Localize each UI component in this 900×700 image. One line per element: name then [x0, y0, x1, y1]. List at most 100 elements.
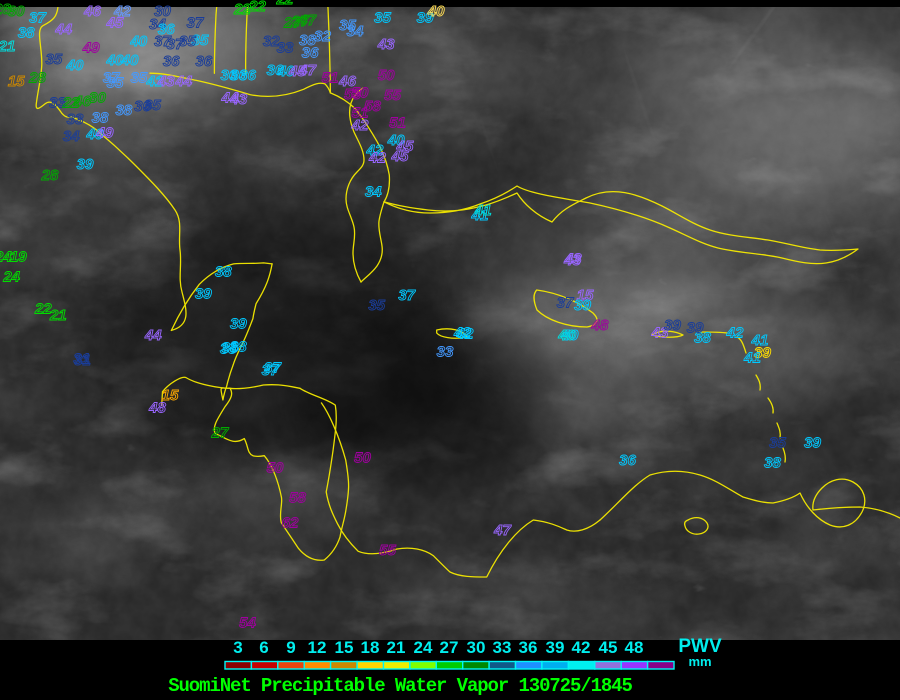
- svg-text:39: 39: [230, 315, 247, 332]
- svg-text:50: 50: [378, 67, 395, 84]
- svg-text:34: 34: [365, 184, 382, 201]
- svg-text:33: 33: [67, 111, 84, 128]
- svg-text:39: 39: [77, 156, 94, 173]
- svg-text:28: 28: [28, 70, 46, 87]
- svg-text:42: 42: [351, 117, 369, 134]
- svg-text:38: 38: [18, 25, 35, 42]
- svg-text:45: 45: [391, 148, 409, 165]
- svg-text:18: 18: [361, 638, 380, 657]
- svg-text:6: 6: [259, 638, 268, 657]
- svg-text:15: 15: [335, 638, 354, 657]
- svg-text:47: 47: [298, 12, 316, 29]
- svg-text:40: 40: [129, 33, 147, 50]
- svg-text:27: 27: [440, 638, 459, 657]
- svg-text:34: 34: [347, 23, 364, 40]
- svg-text:31: 31: [73, 350, 90, 367]
- svg-text:39: 39: [804, 435, 821, 452]
- svg-text:55: 55: [379, 542, 396, 559]
- svg-text:mm: mm: [688, 654, 711, 669]
- svg-text:54: 54: [239, 615, 256, 632]
- svg-text:30: 30: [8, 3, 25, 20]
- svg-text:48: 48: [625, 638, 644, 657]
- svg-text:36: 36: [195, 53, 212, 70]
- svg-text:40: 40: [66, 57, 84, 74]
- svg-text:40: 40: [427, 3, 445, 20]
- svg-text:35: 35: [107, 75, 124, 92]
- svg-text:43: 43: [377, 36, 395, 53]
- svg-text:35: 35: [368, 297, 385, 314]
- svg-text:30: 30: [89, 90, 106, 107]
- svg-text:36: 36: [239, 67, 256, 84]
- svg-text:39: 39: [574, 297, 591, 314]
- svg-text:38: 38: [215, 264, 232, 281]
- svg-text:35: 35: [769, 435, 786, 452]
- svg-text:33: 33: [277, 40, 294, 57]
- svg-text:51: 51: [389, 115, 406, 132]
- svg-text:27: 27: [211, 425, 229, 442]
- svg-text:37: 37: [262, 362, 279, 379]
- svg-text:43: 43: [157, 73, 175, 90]
- svg-text:47: 47: [298, 62, 316, 79]
- svg-text:40: 40: [557, 327, 575, 344]
- svg-text:58: 58: [289, 490, 306, 507]
- svg-text:36: 36: [163, 53, 180, 70]
- svg-text:44: 44: [54, 21, 72, 38]
- svg-text:36: 36: [619, 452, 636, 469]
- svg-text:39: 39: [664, 317, 681, 334]
- svg-text:24: 24: [2, 269, 20, 286]
- svg-text:28: 28: [41, 167, 59, 184]
- svg-text:35: 35: [144, 97, 161, 114]
- svg-text:22: 22: [276, 0, 294, 8]
- svg-text:40: 40: [121, 52, 139, 69]
- svg-text:44: 44: [144, 327, 162, 344]
- svg-text:19: 19: [10, 249, 27, 266]
- svg-text:38: 38: [764, 455, 781, 472]
- svg-text:35: 35: [374, 10, 391, 27]
- svg-text:48: 48: [591, 317, 609, 334]
- svg-text:55: 55: [384, 87, 401, 104]
- svg-text:50: 50: [354, 450, 371, 467]
- svg-text:22: 22: [248, 0, 266, 15]
- svg-text:21: 21: [49, 307, 67, 324]
- svg-text:33: 33: [437, 344, 454, 361]
- svg-text:35: 35: [130, 70, 147, 87]
- svg-text:21: 21: [0, 38, 15, 55]
- svg-text:43: 43: [229, 91, 247, 108]
- svg-text:9: 9: [286, 638, 295, 657]
- svg-text:51: 51: [322, 70, 339, 87]
- svg-text:35: 35: [179, 33, 196, 50]
- svg-text:46: 46: [83, 3, 101, 20]
- svg-text:41: 41: [474, 202, 492, 219]
- svg-text:12: 12: [308, 638, 327, 657]
- svg-text:34: 34: [63, 128, 80, 145]
- svg-text:30: 30: [467, 638, 486, 657]
- svg-text:43: 43: [564, 250, 582, 267]
- svg-text:50: 50: [267, 460, 284, 477]
- svg-text:32: 32: [314, 28, 331, 45]
- svg-text:39: 39: [546, 638, 565, 657]
- svg-text:36: 36: [302, 45, 319, 62]
- svg-text:42: 42: [572, 638, 591, 657]
- svg-text:47: 47: [493, 522, 511, 539]
- svg-text:44: 44: [174, 73, 192, 90]
- svg-text:37: 37: [557, 295, 574, 312]
- svg-text:24: 24: [414, 638, 433, 657]
- svg-text:42: 42: [456, 325, 474, 342]
- svg-text:37: 37: [187, 15, 204, 32]
- svg-text:3: 3: [233, 638, 242, 657]
- svg-text:49: 49: [82, 40, 100, 57]
- svg-text:48: 48: [148, 400, 166, 417]
- svg-text:21: 21: [387, 638, 406, 657]
- svg-text:24: 24: [0, 249, 12, 266]
- svg-text:45: 45: [599, 638, 618, 657]
- svg-text:62: 62: [282, 515, 299, 532]
- svg-text:42: 42: [368, 150, 386, 167]
- svg-text:SuomiNet Precipitable Water Va: SuomiNet Precipitable Water Vapor 130725…: [168, 675, 632, 697]
- svg-text:33: 33: [493, 638, 512, 657]
- svg-text:38: 38: [230, 339, 247, 356]
- svg-text:42: 42: [726, 325, 744, 342]
- svg-text:38: 38: [115, 102, 132, 119]
- svg-text:41: 41: [743, 350, 761, 367]
- svg-text:35: 35: [45, 51, 62, 68]
- svg-text:37: 37: [398, 287, 415, 304]
